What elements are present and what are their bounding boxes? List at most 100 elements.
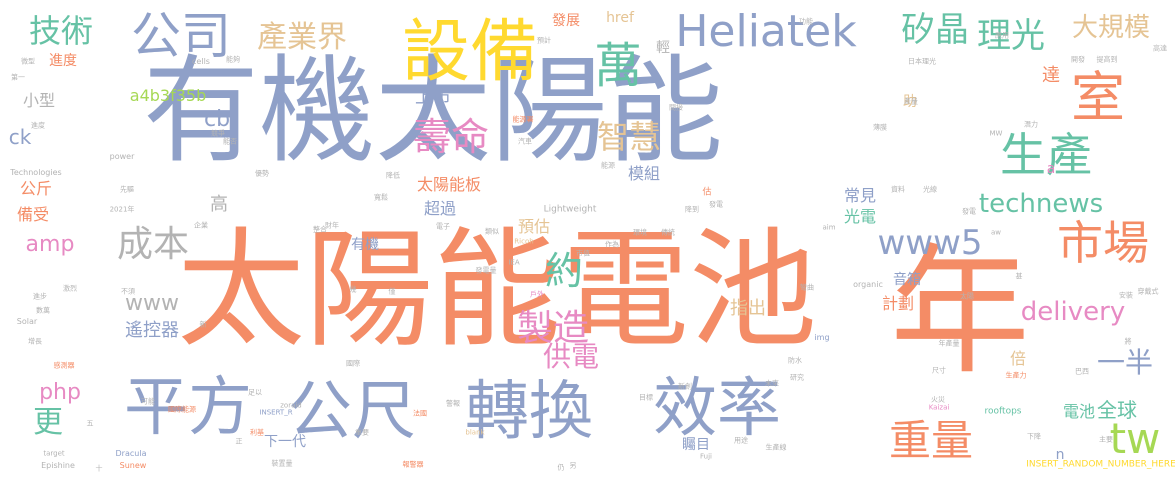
word-zhuanhuan: 轉換 [465,375,593,449]
word-xianqu: 先驅 [120,185,134,194]
word-lightweight: Lightweight [543,204,597,215]
word-xiaolv: 效率 [653,372,781,446]
word-keneng: 可能 [141,397,155,406]
word-taiyangneng-dianchi: 太陽能電池 [176,216,818,365]
word-insert-random-number-here: INSERT_RANDOM_NUMBER_HERE [1026,459,1175,470]
word-mw: MW [989,129,1003,138]
word-jiangdi: 降低 [386,171,400,180]
word-yiban: 一半 [1096,346,1154,379]
word-yaokongqi: 遙控器 [125,320,179,341]
word-zheng: 正 [235,437,243,446]
word-gongsi: 公司 [131,7,231,65]
word-wu: 五 [86,419,94,428]
word-jin: 僅 [388,287,396,296]
word-aw: aw [990,228,1002,237]
word-qing: 輕 [656,40,670,56]
word-taiyangnengban: 太陽能板 [416,175,482,194]
word-dianzi: 電子 [436,222,450,231]
word-heliatek: Heliatek [675,6,857,57]
word-shen: 甚 [1015,272,1023,281]
word-zoraid: zoraid [280,401,302,410]
word-shi: 室 [1071,66,1125,129]
word-qiye: 企業 [194,221,208,230]
word-xinchuang: 新創 [678,382,692,391]
word-zhihui: 智慧 [596,118,662,156]
word-zhenghe: 整合 [313,225,327,234]
word-shizhi: 市值 [576,249,590,258]
word-da: 達 [1042,65,1060,86]
word-power: power [109,152,135,161]
word-gongdian: 供電 [542,340,600,373]
word-yongtu: 用途 [734,436,748,445]
word-sunew: Sunew [119,461,147,470]
word-pingfang: 平方 [124,371,252,445]
word-a: a [1046,161,1056,177]
word-fadian-2: 發電 [709,200,723,209]
word-gao: 高 [210,194,228,215]
word-huozai: 火災 [931,395,945,404]
word-ji: 幾 [349,285,357,294]
word-shengchan: 生產 [1000,128,1092,182]
word-quanqiu: 全球 [1097,398,1137,422]
word-target: target [43,449,65,458]
word-baojingqi: 報警器 [402,460,424,469]
word-fadianliang: 發電量 [475,266,497,275]
word-geng: 更 [33,405,63,440]
word-youshi: 優勢 [255,169,269,178]
word-insert-r: INSERT_R [259,408,293,417]
word-gongneng: 功能 [799,17,813,26]
word-jindu-small: 進度 [31,121,45,130]
word-cells: cells [192,57,210,66]
word-wanqu: 彎曲 [800,283,814,292]
word-liguang: 理光 [977,16,1045,56]
word-jianjie: 間接 [669,103,683,112]
word-zhumu: 矚目 [682,437,710,453]
word-xijing: 矽晶 [901,10,969,50]
word-zhuyao: 主要 [1099,435,1113,444]
word-bei: 倍 [1009,349,1027,368]
word-mubiao: 目標 [639,393,653,402]
word-shengchanli: 生產力 [1005,371,1027,380]
word-zhichu: 指出 [730,298,766,319]
word-gongjin: 公斤 [19,179,53,198]
word-2021nian: 2021年 [109,205,135,214]
word-chanyejie: 產業界 [257,20,347,55]
word-faguo: 法國 [413,409,427,418]
word-xiajiang: 下降 [1027,432,1041,441]
word-img: img [814,333,830,342]
word-kaizai: Kaizai [928,403,950,412]
word-ling: 另 [569,461,577,470]
word-dianchi: 電池 [1062,402,1096,421]
word-jihua: 計劃 [881,294,915,313]
word-jishu: 技術 [28,12,94,50]
word-ck: ck [8,125,32,149]
word-jiang: 將 [1124,337,1132,346]
word-amp: amp [25,232,75,257]
word-shebei: 設備 [401,13,539,92]
word-fazhan: 發展 [552,13,580,29]
word-shangshi: 上市 [415,87,451,108]
word-fadian: 發電 [962,207,976,216]
word-jingzheng: 競爭 [211,129,225,138]
word-zhongyao: 重要 [355,428,369,437]
word-nengyuanshu: 能源署 [512,115,534,124]
word-nenggou: 能夠 [226,55,240,64]
word-zhongliang: 重量 [888,416,974,465]
word-chuandaishi: 穿戴式 [1137,287,1159,296]
word-yinxiang: 音箱 [893,272,921,288]
word-guoji: 國際 [346,359,360,368]
word-chaoguo: 超過 [423,199,457,218]
word-jingbao: 警報 [446,399,460,408]
word-youji-taiyangneng: 有機太陽能 [143,44,723,179]
word-zhuangzhiliang: 裝置量 [271,459,293,468]
word-gongchi: 公尺 [288,375,416,449]
word-changjian: 常見 [843,186,877,205]
word-anzhuang: 安裝 [1119,291,1133,300]
word-xiayidai: 下一代 [264,434,306,450]
word-blank: blank [465,428,485,437]
word-technews: technews [978,189,1104,219]
word-cb: cb [203,107,231,132]
word-youji: 有機 [351,237,379,253]
word-liji: 利基 [250,428,264,437]
